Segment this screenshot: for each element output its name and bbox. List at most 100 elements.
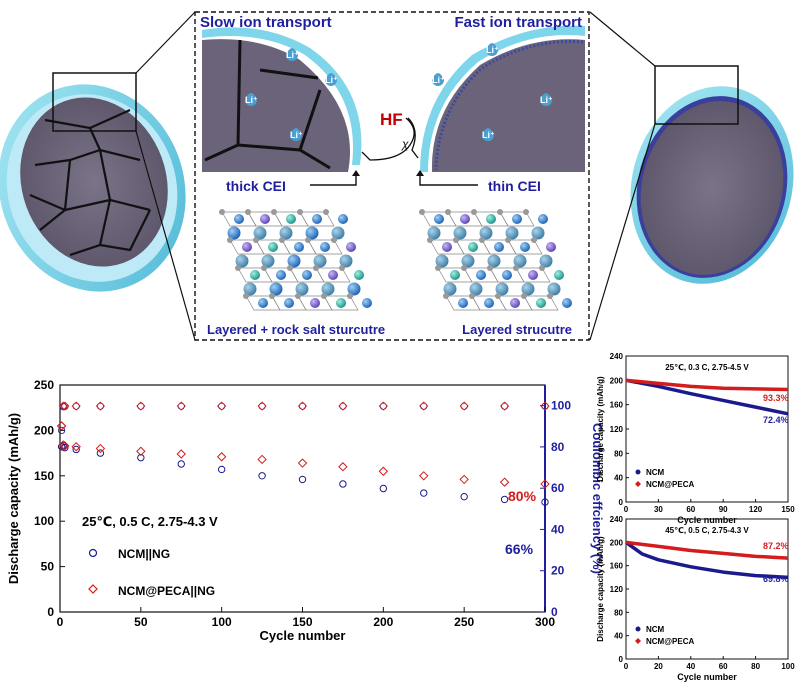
legend-marker <box>635 638 641 644</box>
x-tick-label: 40 <box>686 662 695 671</box>
capacity-point <box>338 462 348 472</box>
efficiency-point <box>57 421 67 431</box>
rock-salt-lattice <box>219 209 372 311</box>
efficiency-point <box>338 401 348 411</box>
capacity-point <box>216 452 227 462</box>
efficiency-point <box>137 402 145 410</box>
transition-metal-atom <box>510 298 520 308</box>
capacity-point <box>71 442 81 452</box>
x-tick-label: 250 <box>454 615 474 629</box>
lattice-cell <box>315 267 351 283</box>
oxygen-atom <box>547 293 553 299</box>
y-tick-label: 150 <box>34 469 54 483</box>
y-tick-label: 200 <box>610 538 624 547</box>
y-tick-label: 160 <box>610 401 624 410</box>
cei-schematic-panel: Li⁺ Li⁺ Li⁺ Li⁺ Li⁺ Li⁺ Li⁺ Li⁺ Slow ion… <box>194 11 590 341</box>
y-axis-label: Discharge capacity (mAh/g) <box>596 536 605 642</box>
lithium-atom <box>435 254 449 268</box>
transition-metal-atom <box>338 214 348 224</box>
x-tick-label: 20 <box>654 662 663 671</box>
cracked-particle-illustration <box>0 11 196 341</box>
efficiency-point <box>541 402 549 410</box>
transition-metal-atom <box>536 298 546 308</box>
transition-metal-atom <box>302 270 312 280</box>
capacity-point <box>176 449 186 459</box>
li-ion-label: Li⁺ <box>325 75 338 85</box>
legend-marker <box>88 548 98 558</box>
lithium-atom <box>521 282 535 296</box>
legend-marker <box>635 481 641 487</box>
oxygen-atom <box>227 237 233 243</box>
y-tick-label: 120 <box>610 585 624 594</box>
transition-metal-atom <box>458 298 468 308</box>
legend-label: NCM@PECA <box>646 637 694 646</box>
lithium-atom <box>453 226 467 240</box>
efficiency-point <box>96 402 105 410</box>
capacity-point <box>72 445 80 454</box>
y-tick-label: 80 <box>614 608 623 617</box>
x-axis-label: Cycle number <box>677 672 737 682</box>
efficiency-point <box>136 401 146 411</box>
oxygen-atom <box>269 293 275 299</box>
li-ion-label: Li⁺ <box>286 50 299 60</box>
transition-metal-atom <box>502 270 512 280</box>
retention-annotation: 93.3% <box>763 393 789 403</box>
y2-axis-label: Coulombic effciency (%) <box>590 423 605 574</box>
efficiency-point <box>257 401 267 411</box>
y-tick-label: 240 <box>610 352 624 361</box>
capacity-point <box>419 471 429 481</box>
transition-metal-atom <box>258 298 268 308</box>
li-ion-label: Li⁺ <box>245 95 258 105</box>
transition-metal-atom <box>284 298 294 308</box>
hf-label: HF <box>380 110 403 129</box>
oxygen-atom <box>271 209 277 215</box>
x-tick-label: 0 <box>624 662 629 671</box>
capacity-point <box>258 472 266 480</box>
lithium-atom <box>287 254 301 268</box>
x-tick-label: 80 <box>751 662 760 671</box>
series-line <box>625 378 789 416</box>
lithium-atom <box>513 254 527 268</box>
transition-metal-atom <box>336 298 346 308</box>
capacity-point <box>136 446 146 456</box>
legend-label: NCM@PECA <box>646 480 694 489</box>
oxygen-atom <box>295 293 301 299</box>
lithium-atom <box>279 226 293 240</box>
transition-metal-atom <box>328 270 338 280</box>
series-line <box>625 378 789 392</box>
oxygen-atom <box>245 209 251 215</box>
efficiency-point <box>297 401 308 411</box>
test-condition: 25℃, 0.3 C, 2.75-4.5 V <box>665 363 749 372</box>
transition-metal-atom <box>346 242 356 252</box>
capacity-point <box>95 443 106 454</box>
transition-metal-atom <box>310 298 320 308</box>
transition-metal-atom <box>520 242 530 252</box>
oxygen-atom <box>305 237 311 243</box>
lithium-atom <box>539 254 553 268</box>
legend-label: NCM <box>646 468 665 477</box>
oxygen-atom <box>497 209 503 215</box>
test-condition: 45℃, 0.5 C, 2.75-4.3 V <box>665 526 749 535</box>
efficiency-point <box>339 402 347 410</box>
lithium-atom <box>487 254 501 268</box>
fast-ion-title: Fast ion transport <box>454 14 582 31</box>
x-tick-label: 60 <box>686 505 695 514</box>
lattice-cell <box>499 211 535 227</box>
y-tick-label: 40 <box>614 474 623 483</box>
capacity-point <box>379 484 388 493</box>
oxygen-atom <box>243 293 249 299</box>
lithium-atom <box>305 226 319 240</box>
thick-cei-label: thick CEI <box>226 178 286 194</box>
x-axis-label: Cycle number <box>260 628 346 643</box>
y-tick-label: 100 <box>34 514 54 528</box>
lithium-atom <box>461 254 475 268</box>
retention-annotation: 69.8% <box>763 574 789 584</box>
retention-annotation: 72.4% <box>763 415 789 425</box>
transition-metal-atom <box>476 270 486 280</box>
y-tick-label: 0 <box>47 605 54 619</box>
lithium-atom <box>253 226 267 240</box>
transition-metal-atom <box>234 214 244 224</box>
li-ion-label: Li⁺ <box>482 130 495 140</box>
transition-metal-atom <box>554 270 564 280</box>
transition-metal-atom <box>546 242 556 252</box>
